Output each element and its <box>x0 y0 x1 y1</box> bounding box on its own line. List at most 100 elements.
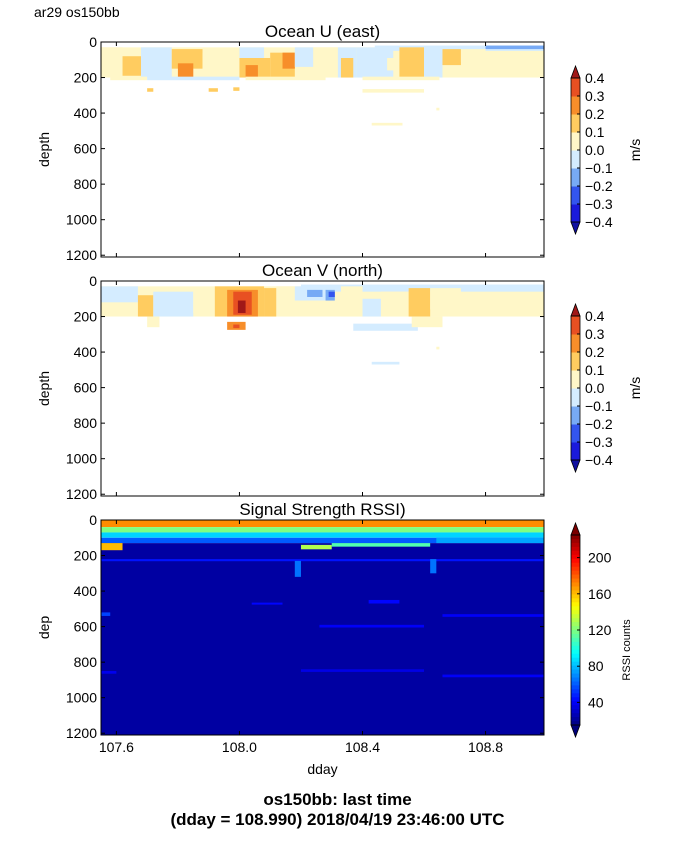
colorbar-tick-label-4: 40 <box>588 694 604 710</box>
colorbar-tick-label-7: −0.3 <box>585 434 613 450</box>
y-tick-label-2: 400 <box>74 583 98 599</box>
colorbar-segment-4 <box>571 370 580 389</box>
colorbar-label-2: m/s <box>627 377 643 400</box>
colorbar-segment-27 <box>571 641 580 647</box>
velocity-patch-14 <box>307 289 323 297</box>
colorbar-segment-26 <box>571 637 580 643</box>
rssi-band-2 <box>101 532 544 538</box>
colorbar-tick-label-3: 0.1 <box>585 124 605 140</box>
colorbar-extend-min <box>570 459 581 474</box>
colorbar-segment-40 <box>571 693 580 698</box>
colorbar-segment-3 <box>571 546 580 552</box>
velocity-patch-32 <box>371 122 403 126</box>
rssi-feature-9 <box>368 599 400 604</box>
velocity-patch-10 <box>237 300 246 313</box>
colorbar-2: 0.4 0.3 0.2 0.1 0.0 −0.1 −0.2 −0.3 −0.4 m/s <box>570 302 643 474</box>
colorbar-segment-47 <box>571 721 580 726</box>
velocity-patch-11 <box>264 288 277 317</box>
velocity-patch-22 <box>442 49 461 66</box>
velocity-patch-1 <box>300 284 544 292</box>
rssi-feature-6 <box>436 537 544 544</box>
velocity-patch-14 <box>294 47 314 67</box>
velocity-patch-27 <box>362 76 440 81</box>
colorbar-tick-label-8: −0.4 <box>585 452 613 468</box>
y-axis-label-1: depth <box>36 132 52 167</box>
velocity-patch-21 <box>424 49 443 78</box>
colorbar-segment-6 <box>571 334 580 353</box>
colorbar-segment-43 <box>571 705 580 710</box>
colorbar-1: 0.4 0.3 0.2 0.1 0.0 −0.1 −0.2 −0.3 −0.4 m/s <box>570 64 643 236</box>
panel-title-3: Signal Strength RSSI) <box>239 500 405 519</box>
colorbar-segment-41 <box>571 697 580 702</box>
velocity-patch-20 <box>408 288 431 317</box>
colorbar-tick-label-0: 0.4 <box>585 70 605 86</box>
velocity-patch-6 <box>193 291 215 313</box>
velocity-patch-27 <box>371 361 400 365</box>
colorbar-tick-label-6: −0.2 <box>585 178 613 194</box>
velocity-patch-15 <box>313 47 338 78</box>
colorbar-label-3: RSSI counts <box>621 619 633 681</box>
y-axis-label-2: depth <box>36 371 52 406</box>
velocity-patch-9 <box>239 47 265 58</box>
colorbar-tick-label-1: 0.3 <box>585 88 605 104</box>
velocity-patch-25 <box>147 76 240 81</box>
colorbar-segment-0 <box>571 442 580 461</box>
colorbar-segment-33 <box>571 665 580 671</box>
axes-frame-1 <box>100 41 545 258</box>
velocity-patch-1 <box>374 45 544 51</box>
colorbar-segment-24 <box>571 630 580 635</box>
y-tick-label-2: 400 <box>74 344 98 360</box>
x-tick-label-2: 108.4 <box>345 739 380 755</box>
velocity-patch-24 <box>110 76 148 81</box>
colorbar-tick-label-4: 0.0 <box>585 380 605 396</box>
colorbar-extend-min <box>570 724 581 739</box>
colorbar-segment-38 <box>571 685 580 690</box>
rssi-feature-14 <box>300 669 425 672</box>
colorbar-segment-3 <box>571 150 580 169</box>
velocity-patch-22 <box>147 316 160 328</box>
colorbar-tick-label-8: −0.4 <box>585 214 613 230</box>
y-tick-label-5: 1000 <box>66 451 97 467</box>
velocity-patch-20 <box>399 47 425 78</box>
colorbar-extend-min <box>570 221 581 236</box>
colorbar-segment-22 <box>571 622 580 627</box>
velocity-patch-28 <box>147 88 154 92</box>
colorbar-segment-32 <box>571 661 580 667</box>
colorbar-tick-label-7: −0.3 <box>585 196 613 212</box>
y-tick-label-2: 400 <box>74 105 98 121</box>
y-tick-label-1: 200 <box>74 309 98 325</box>
colorbar-segment-19 <box>571 610 580 615</box>
y-tick-label-4: 800 <box>74 415 98 431</box>
colorbar-segment-13 <box>571 586 580 592</box>
colorbar-segment-9 <box>571 570 580 576</box>
colorbar-segment-7 <box>571 562 580 568</box>
rssi-band-4 <box>101 543 544 735</box>
y-tick-label-6: 1200 <box>66 247 97 263</box>
velocity-patch-3 <box>101 286 138 303</box>
velocity-patch-26 <box>245 76 326 81</box>
velocity-patch-19 <box>387 57 400 71</box>
rssi-feature-10 <box>319 624 425 628</box>
colorbar-segment-5 <box>571 554 580 560</box>
velocity-patch-12 <box>276 286 295 317</box>
y-tick-label-5: 1000 <box>66 690 97 706</box>
y-tick-label-0: 0 <box>89 34 97 50</box>
velocity-patch-16 <box>328 291 335 297</box>
plot-area-3 <box>101 520 544 735</box>
rssi-band-1 <box>101 527 544 533</box>
panel-title-1: Ocean U (east) <box>265 22 380 41</box>
colorbar-tick-label-0: 0.4 <box>585 308 605 324</box>
colorbar-segment-29 <box>571 649 580 655</box>
velocity-patch-23 <box>460 49 486 62</box>
colorbar-segment-23 <box>571 626 580 631</box>
rssi-feature-5 <box>430 559 437 574</box>
panel-title-2: Ocean V (north) <box>262 261 383 280</box>
colorbar-segment-2 <box>571 542 580 548</box>
colorbar-segment-6 <box>571 96 580 115</box>
velocity-patch-31 <box>362 89 425 93</box>
colorbar-segment-44 <box>571 709 580 714</box>
rssi-feature-11 <box>442 614 544 617</box>
x-tick-label-0: 107.6 <box>99 739 134 755</box>
